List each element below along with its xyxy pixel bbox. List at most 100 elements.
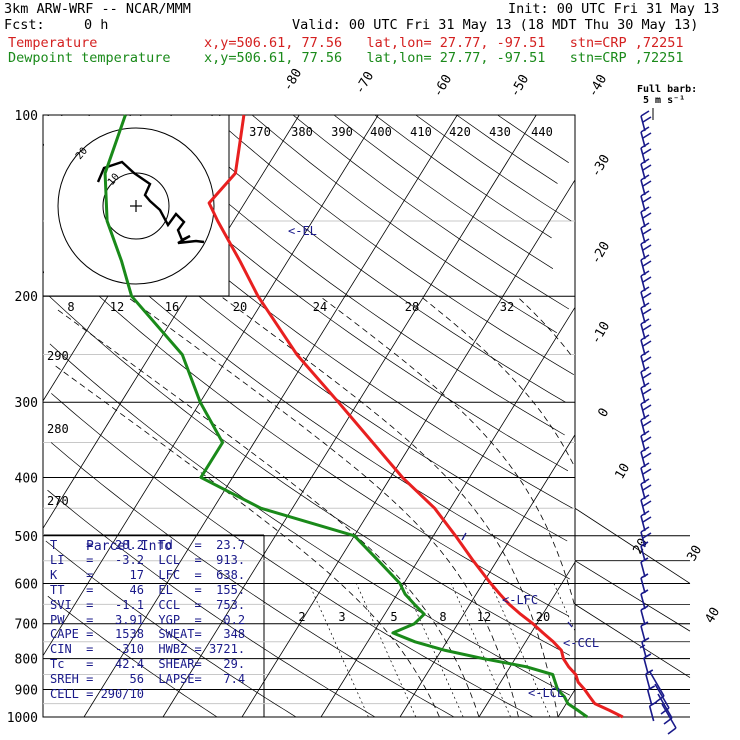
isotherm-extension-line [574,507,691,584]
wind-barb [640,366,650,373]
wind-barb [642,212,652,219]
parcel-info-row: CAPE = 1538 SWEAT= 348 [50,627,246,642]
pressure-tick-label: 600 [15,577,38,592]
wind-barb [642,228,652,235]
isotherm-line [241,179,576,718]
parcel-info-row: K = 17 LFC = 638. [50,567,246,582]
isotherm-tick-label: 30 [684,543,705,564]
wind-barb [649,701,658,707]
wind-barb [640,334,650,341]
pressure-tick-label: 900 [15,683,38,698]
mixing-ratio-label: 3 [338,610,345,624]
wind-barb [640,577,646,594]
wind-barb [640,435,646,452]
isotherm-line [320,307,576,718]
isotherm-tick-label: -70 [352,69,377,97]
wind-barb [640,371,646,388]
isotherm-tick-label: 10 [612,461,633,482]
mixing-ratio-label: 12 [477,610,491,624]
dry-adiabat-line [49,295,570,656]
parcel-info-row: T = 28.2 Td = 23.7 [50,538,246,552]
wind-barb [640,467,646,484]
wind-barb [641,641,647,658]
wind-barb [642,132,652,139]
wind-barb [640,609,646,626]
dry-adiabat-line [49,343,570,696]
wind-barb [640,515,646,532]
isotherm-extension-line [574,604,691,678]
wind-barb [640,222,650,229]
wind-barb [642,196,652,203]
wind-barb [640,387,646,404]
wind-barb [642,500,652,507]
inset-scale-label: 28 [405,300,419,314]
inset-scale-label: 32 [500,300,514,314]
wind-barb [642,244,652,251]
wind-barb [640,254,650,261]
wind-barb [642,180,652,187]
level-label-ccl: <-CCL [563,636,599,650]
dry-adiabat-line [415,114,572,222]
inset-scale-label: 20 [233,300,247,314]
wind-barb [640,478,650,485]
wind-barb [649,671,665,697]
model-title: 3km ARW-WRF -- NCAR/MMM [4,1,191,17]
parcel-marker [461,532,646,649]
mixing-ratio-label: 8 [439,610,446,624]
isotherm-line [83,114,458,718]
parcel-info-title: Parcel Info [86,539,173,554]
parcel-info-row: CELL = 290/10 [50,687,144,702]
wind-barb [640,286,650,293]
temperature-legend-label: Temperature [8,35,98,51]
dry-adiabat-line [50,442,455,718]
isotherm-tick-label: -40 [585,72,610,100]
wind-barb [640,557,649,563]
wind-barb [640,195,646,212]
wind-barb [640,403,646,420]
wind-barb [643,653,652,659]
parcel-info-row: Tc = 42.4 SHEAR= 29. [50,657,246,672]
dry-adiabat-line [47,489,376,718]
pressure-tick-label: 400 [15,471,38,486]
wind-barb [642,452,652,459]
dry-adiabat-line [210,114,574,376]
wind-barb [642,260,652,267]
theta-e-tick-label: 430 [489,125,511,139]
wind-barb [640,499,646,516]
forecast-label: Fcst: [4,17,45,33]
parcel-info-row: LI = -3.2 LCL = 913. [50,552,246,567]
isotherm-tick-label: -50 [507,72,532,100]
theta-e-tick-label: 420 [449,125,471,139]
dry-adiabat-line [47,595,218,718]
mixing-ratio-label: 5 [390,610,397,624]
pressure-tick-label: 1000 [7,711,38,726]
dewpoint-legend-label: Dewpoint temperature [8,50,171,66]
wind-barb [640,238,650,245]
wind-barb [640,419,646,436]
wind-barb [640,451,646,468]
wind-barb [640,302,650,309]
mixing-ratio-line [450,583,511,718]
wind-barb [642,516,652,523]
hodograph-trace [96,160,205,245]
dry-adiabat-line [456,114,558,184]
wind-barb [648,705,655,722]
inset-side-label: 270 [47,494,69,508]
mixing-ratio-line [490,583,551,718]
wind-barb [640,382,650,389]
isotherm-line [399,434,576,718]
barb-legend-units: 5 m s⁻¹ [643,95,685,106]
wind-barb [642,420,652,427]
wind-barb [640,243,646,260]
theta-e-tick-label: 370 [249,125,271,139]
moist-adiabat-line [516,295,572,355]
dry-adiabat-line [47,202,570,580]
wind-barb [640,589,649,595]
wind-barb [667,727,677,735]
isotherm-line [478,561,576,718]
wind-barb [642,532,652,539]
wind-barb [640,318,650,325]
wind-barb [640,126,650,133]
wind-barb [640,483,646,500]
wind-barb [657,693,673,719]
